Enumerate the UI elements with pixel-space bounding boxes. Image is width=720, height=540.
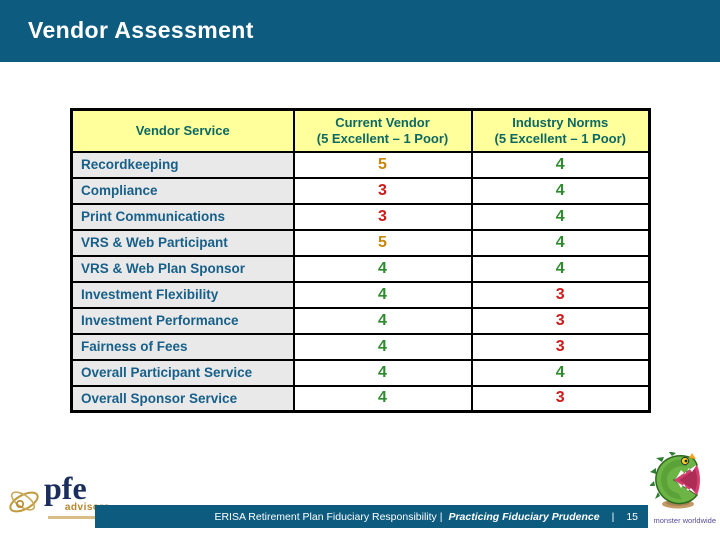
header-scale-note: (5 Excellent – 1 Poor) [316, 130, 449, 146]
current-vendor-cell: 4 [292, 358, 473, 387]
industry-norms-cell: 4 [470, 150, 651, 179]
current-vendor-cell: 4 [292, 306, 473, 335]
table-body: Recordkeeping 5 4 Compliance 3 4 Print C… [70, 150, 651, 413]
header-label: Vendor Service [135, 122, 230, 138]
current-vendor-cell: 4 [292, 384, 473, 413]
table-row: VRS & Web Plan Sponsor 4 4 [70, 254, 651, 283]
pfe-logo-name: pfe [44, 470, 87, 506]
pfe-advisors-logo: pfe advisors [6, 470, 116, 534]
service-cell: Investment Flexibility [70, 280, 295, 309]
service-cell: Print Communications [70, 202, 295, 231]
page-number: 15 [626, 510, 638, 523]
current-vendor-cell: 5 [292, 150, 473, 179]
service-cell: Fairness of Fees [70, 332, 295, 361]
title-bar: Vendor Assessment [0, 0, 720, 62]
table-row: Investment Performance 4 3 [70, 306, 651, 335]
industry-norms-cell: 3 [470, 332, 651, 361]
table-row: Print Communications 3 4 [70, 202, 651, 231]
table-row: Recordkeeping 5 4 [70, 150, 651, 179]
service-cell: Overall Sponsor Service [70, 384, 295, 413]
current-vendor-cell: 4 [292, 332, 473, 361]
header-scale-note: (5 Excellent – 1 Poor) [494, 130, 627, 146]
service-cell: VRS & Web Participant [70, 228, 295, 257]
dragon-mascot-icon [649, 451, 700, 509]
industry-norms-cell: 4 [470, 358, 651, 387]
table-row: VRS & Web Participant 5 4 [70, 228, 651, 257]
footer-separator: | [611, 510, 615, 523]
current-vendor-cell: 3 [292, 176, 473, 205]
header-vendor-service: Vendor Service [70, 108, 295, 153]
header-industry-norms: Industry Norms (5 Excellent – 1 Poor) [470, 108, 651, 153]
pfe-tagline [48, 515, 110, 519]
header-label: Current Vendor [335, 114, 430, 130]
table-row: Investment Flexibility 4 3 [70, 280, 651, 309]
table-row: Overall Sponsor Service 4 3 [70, 384, 651, 413]
service-cell: Overall Participant Service [70, 358, 295, 387]
current-vendor-cell: 4 [292, 254, 473, 283]
industry-norms-cell: 4 [470, 176, 651, 205]
table-header-row: Vendor Service Current Vendor (5 Excelle… [70, 108, 651, 153]
industry-norms-cell: 3 [470, 306, 651, 335]
industry-norms-cell: 4 [470, 202, 651, 231]
table-row: Fairness of Fees 4 3 [70, 332, 651, 361]
header-label: Industry Norms [512, 114, 609, 130]
monster-worldwide-logo: monster worldwide [649, 451, 716, 532]
current-vendor-cell: 4 [292, 280, 473, 309]
page-title: Vendor Assessment [28, 17, 254, 43]
monster-worldwide-text: monster worldwide [653, 516, 716, 525]
industry-norms-cell: 3 [470, 280, 651, 309]
current-vendor-cell: 3 [292, 202, 473, 231]
industry-norms-cell: 4 [470, 254, 651, 283]
footer-bar: ERISA Retirement Plan Fiduciary Responsi… [95, 505, 648, 528]
industry-norms-cell: 4 [470, 228, 651, 257]
pfe-text: pfe advisors [44, 470, 110, 519]
current-vendor-cell: 5 [292, 228, 473, 257]
service-cell: Compliance [70, 176, 295, 205]
monster-worldwide-wordmark: monster worldwide [650, 516, 716, 525]
table-row: Compliance 3 4 [70, 176, 651, 205]
service-cell: Investment Performance [70, 306, 295, 335]
pfe-swirl-icon [9, 491, 39, 513]
vendor-assessment-table: Vendor Service Current Vendor (5 Excelle… [70, 108, 651, 413]
footer-text-regular: ERISA Retirement Plan Fiduciary Responsi… [214, 510, 443, 523]
table-row: Overall Participant Service 4 4 [70, 358, 651, 387]
footer-text-italic: Practicing Fiduciary Prudence [448, 510, 600, 523]
industry-norms-cell: 3 [470, 384, 651, 413]
service-cell: Recordkeeping [70, 150, 295, 179]
header-current-vendor: Current Vendor (5 Excellent – 1 Poor) [292, 108, 473, 153]
pfe-logo-subname: advisors [64, 501, 110, 513]
service-cell: VRS & Web Plan Sponsor [70, 254, 295, 283]
